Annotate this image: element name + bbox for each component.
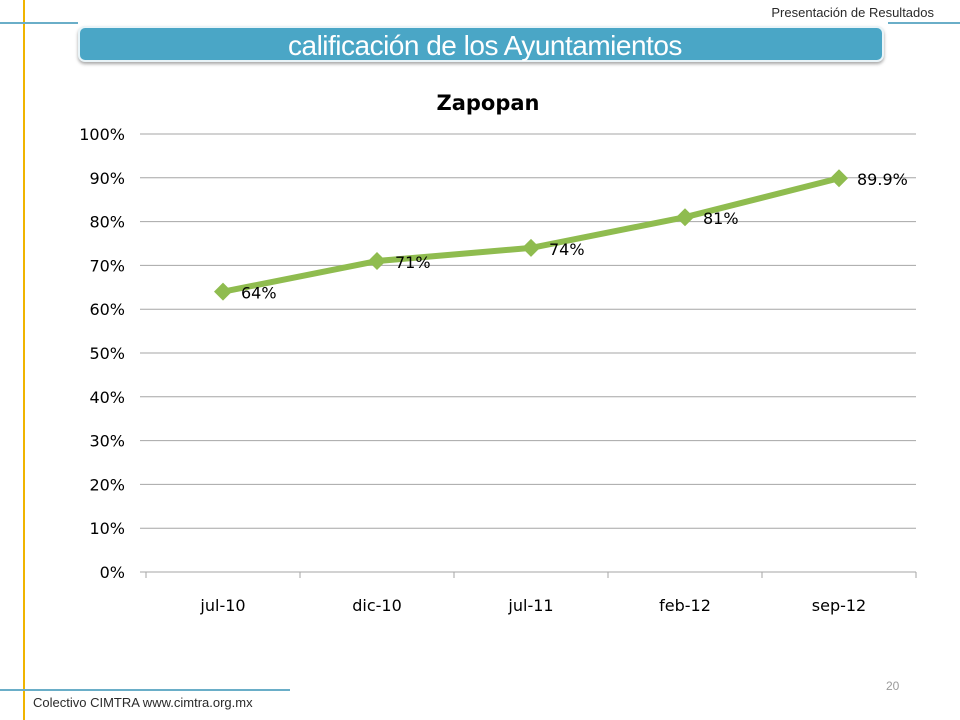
y-tick-label: 20%: [89, 475, 125, 494]
header-subtitle: Presentación de Resultados: [771, 5, 934, 20]
page-number: 20: [886, 679, 900, 693]
data-label: 74%: [549, 240, 585, 259]
x-tick-label: dic-10: [352, 596, 402, 615]
x-tick-label: sep-12: [812, 596, 866, 615]
data-label: 81%: [703, 209, 739, 228]
y-tick-label: 80%: [89, 213, 125, 232]
series-line: [220, 175, 842, 295]
x-tick-label: jul-10: [199, 596, 245, 615]
y-tick-label: 40%: [89, 388, 125, 407]
x-tick-label: jul-11: [507, 596, 553, 615]
decorative-bottom-line: [0, 689, 290, 691]
y-tick-label: 50%: [89, 344, 125, 363]
slide-title: calificación de los Ayuntamientos: [288, 30, 682, 61]
data-point-marker: [676, 208, 694, 227]
y-tick-label: 90%: [89, 169, 125, 188]
footer-credit: Colectivo CIMTRA www.cimtra.org.mx: [33, 695, 253, 710]
title-bar: [78, 26, 884, 62]
y-tick-label: 70%: [89, 256, 125, 275]
data-label: 64%: [241, 284, 277, 303]
y-tick-label: 10%: [89, 519, 125, 538]
data-point-marker: [368, 252, 386, 271]
chart-title: Zapopan: [436, 91, 539, 115]
y-tick-label: 100%: [79, 125, 125, 144]
data-point-marker: [830, 169, 848, 188]
data-label: 89.9%: [857, 170, 908, 189]
y-tick-label: 60%: [89, 300, 125, 319]
data-point-marker: [522, 238, 540, 257]
decorative-top-line-left: [0, 22, 78, 24]
y-tick-label: 0%: [100, 563, 125, 582]
x-tick-label: feb-12: [659, 596, 711, 615]
decorative-vertical-line: [23, 0, 25, 720]
decorative-top-line-right: [888, 22, 960, 24]
y-tick-label: 30%: [89, 432, 125, 451]
data-point-marker: [214, 282, 232, 301]
data-label: 71%: [395, 253, 431, 272]
